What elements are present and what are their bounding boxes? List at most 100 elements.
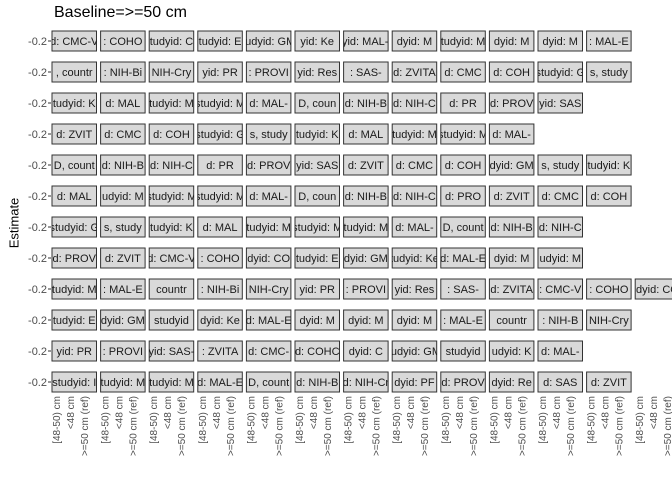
facet-strip: tudyid: M	[343, 216, 389, 238]
facet-strip-label: : CMC-V	[539, 284, 582, 296]
x-tick-label: >=50 cm (ref)	[420, 396, 431, 456]
facet-strip: D, coun	[294, 92, 340, 114]
facet-strip: yid: SAS-	[148, 340, 195, 362]
facet-strip: dyid: GM	[100, 309, 146, 331]
facet-strip-label: tudyid: M	[441, 36, 486, 48]
facet-strip: d: CMC	[391, 154, 438, 176]
facet-strip-label: yid: Res	[297, 67, 337, 79]
facet-strip-label: tudyid: C	[150, 36, 193, 48]
facet-strip-label: tudyid: K	[296, 129, 339, 141]
facet-strip-label: yid: PR	[57, 346, 93, 358]
facet-strip: D, count	[245, 371, 292, 393]
facet-strip-label: d: CMC-	[248, 346, 289, 358]
x-tick-label: <48 cm	[552, 396, 563, 429]
facet-strip: tudyid: K	[294, 123, 340, 145]
facet-strip: dyid: M	[537, 30, 583, 52]
facet-strip-label: : PROVI	[103, 346, 143, 358]
facet-strip: d: COHC	[294, 340, 340, 362]
facet-strip-label: dyid: GM	[344, 253, 388, 265]
y-tick-label: -0.2	[28, 160, 47, 172]
facet-strip: tudyid: E	[51, 309, 97, 331]
facet-strip: d: PROV	[488, 92, 535, 114]
facet-strip: tudyid: E	[197, 30, 243, 52]
facet-strip-label: yid: PR	[202, 67, 238, 79]
facet-strip-label: dyid: PF	[394, 377, 435, 389]
facet-strip-label: s, study	[590, 67, 628, 79]
facet-strip-label: studyid: M	[438, 129, 488, 141]
facet-strip: dyid: M	[343, 309, 389, 331]
facet-strip-label: dyid: Re	[491, 377, 531, 389]
facet-strip-label: d: COH	[493, 67, 530, 79]
facet-strip-label: NIH-Cry	[249, 284, 289, 296]
facet-strip: dyid: M	[294, 309, 340, 331]
facet-strip: tudyid: K	[148, 216, 195, 238]
y-tick-label: -0.2	[28, 222, 47, 234]
facet-strip-label: dyid: M	[348, 315, 383, 327]
facet-strip: d: CMC	[537, 185, 583, 207]
facet-strip: : NIH-Bi	[100, 61, 146, 83]
y-tick-label: -0.2	[28, 36, 47, 48]
facet-strip: s, study	[245, 123, 292, 145]
facet-strip-label: D, count	[443, 222, 484, 234]
facet-strip: s, study	[537, 154, 583, 176]
facet-strip: dyid: Re	[488, 371, 535, 393]
facet-strip-label: d: ZVIT	[494, 191, 530, 203]
facet-strip: D, coun	[294, 185, 340, 207]
facet-strip-label: tudyid: E	[199, 36, 242, 48]
x-tick-label: <48 cm	[649, 396, 660, 429]
facet-strip-label: tudyid: Ke	[390, 253, 439, 265]
x-tick-label: [48-50) cm	[441, 396, 452, 444]
facet-strip: yid: Res	[294, 61, 340, 83]
x-tick-label: [48-50) cm	[246, 396, 257, 444]
facet-strip: tudyid: K	[51, 92, 97, 114]
facet-strip: studyid	[148, 309, 195, 331]
facet-strip-label: d: NIH-B	[345, 98, 387, 110]
facet-strip: d: ZVIT	[343, 154, 389, 176]
facet-strip: tudyid: M	[245, 216, 292, 238]
facet-strip: : PROVI	[245, 61, 292, 83]
y-tick-label: -0.2	[28, 129, 47, 141]
facet-strip: d: NIH-B	[343, 92, 389, 114]
facet-strip-label: d: ZVIT	[591, 377, 627, 389]
facet-strip: d: MAL-	[537, 340, 583, 362]
facet-strip-label: studyid: G	[195, 129, 245, 141]
facet-strip-label: d: NIH-B	[345, 191, 387, 203]
y-tick-label: -0.2	[28, 253, 47, 265]
x-tick-label: <48 cm	[115, 396, 126, 429]
facet-strip: : CMC-V	[537, 278, 583, 300]
facet-strip-label: tudyid: E	[53, 315, 96, 327]
facet-strip-label: d: ZVITA	[490, 284, 533, 296]
facet-strip: tudyid: K	[586, 154, 632, 176]
x-tick-label: >=50 cm (ref)	[177, 396, 188, 456]
facet-strip-label: dyid: GM	[101, 315, 145, 327]
facet-strip: yid: Ke	[294, 30, 340, 52]
facet-strip: d: NIH-Cr	[343, 371, 389, 393]
x-tick-label: [48-50) cm	[538, 396, 549, 444]
facet-strip-label: d: MAL-E	[197, 377, 243, 389]
facet-strip-label: : COHO	[589, 284, 629, 296]
facet-strip-label: tudyid: M	[52, 284, 97, 296]
facet-strip: udyid: K	[488, 340, 535, 362]
x-tick-label: [48-50) cm	[149, 396, 160, 444]
facet-strip-label: : PROVI	[346, 284, 386, 296]
y-tick-label: -0.2	[28, 98, 47, 110]
facet-strip: d: MAL-	[245, 185, 292, 207]
facet-strip: d: PRO	[440, 185, 486, 207]
facet-strip-label: tudyid: GM	[242, 36, 295, 48]
facet-strip: s, study	[100, 216, 146, 238]
y-tick-label: -0.2	[28, 67, 47, 79]
facet-strip: d: PROV	[245, 154, 292, 176]
facet-strip-label: d: PROV	[490, 98, 534, 110]
facet-strip: studyid: M	[294, 216, 340, 238]
facet-strip-label: udyid: M	[102, 191, 144, 203]
facet-strip-label: dyid: M	[397, 315, 432, 327]
facet-strip: tudyid: E	[294, 247, 340, 269]
facet-strip: d: ZVIT	[100, 247, 146, 269]
facet-strip: : COHO	[586, 278, 632, 300]
facet-strip: studyid: M	[197, 92, 243, 114]
facet-strip: d: MAL-E	[197, 371, 243, 393]
facet-strip-label: : COHO	[200, 253, 240, 265]
facet-strip-label: studyid	[446, 346, 481, 358]
facet-strip: : COHO	[197, 247, 243, 269]
